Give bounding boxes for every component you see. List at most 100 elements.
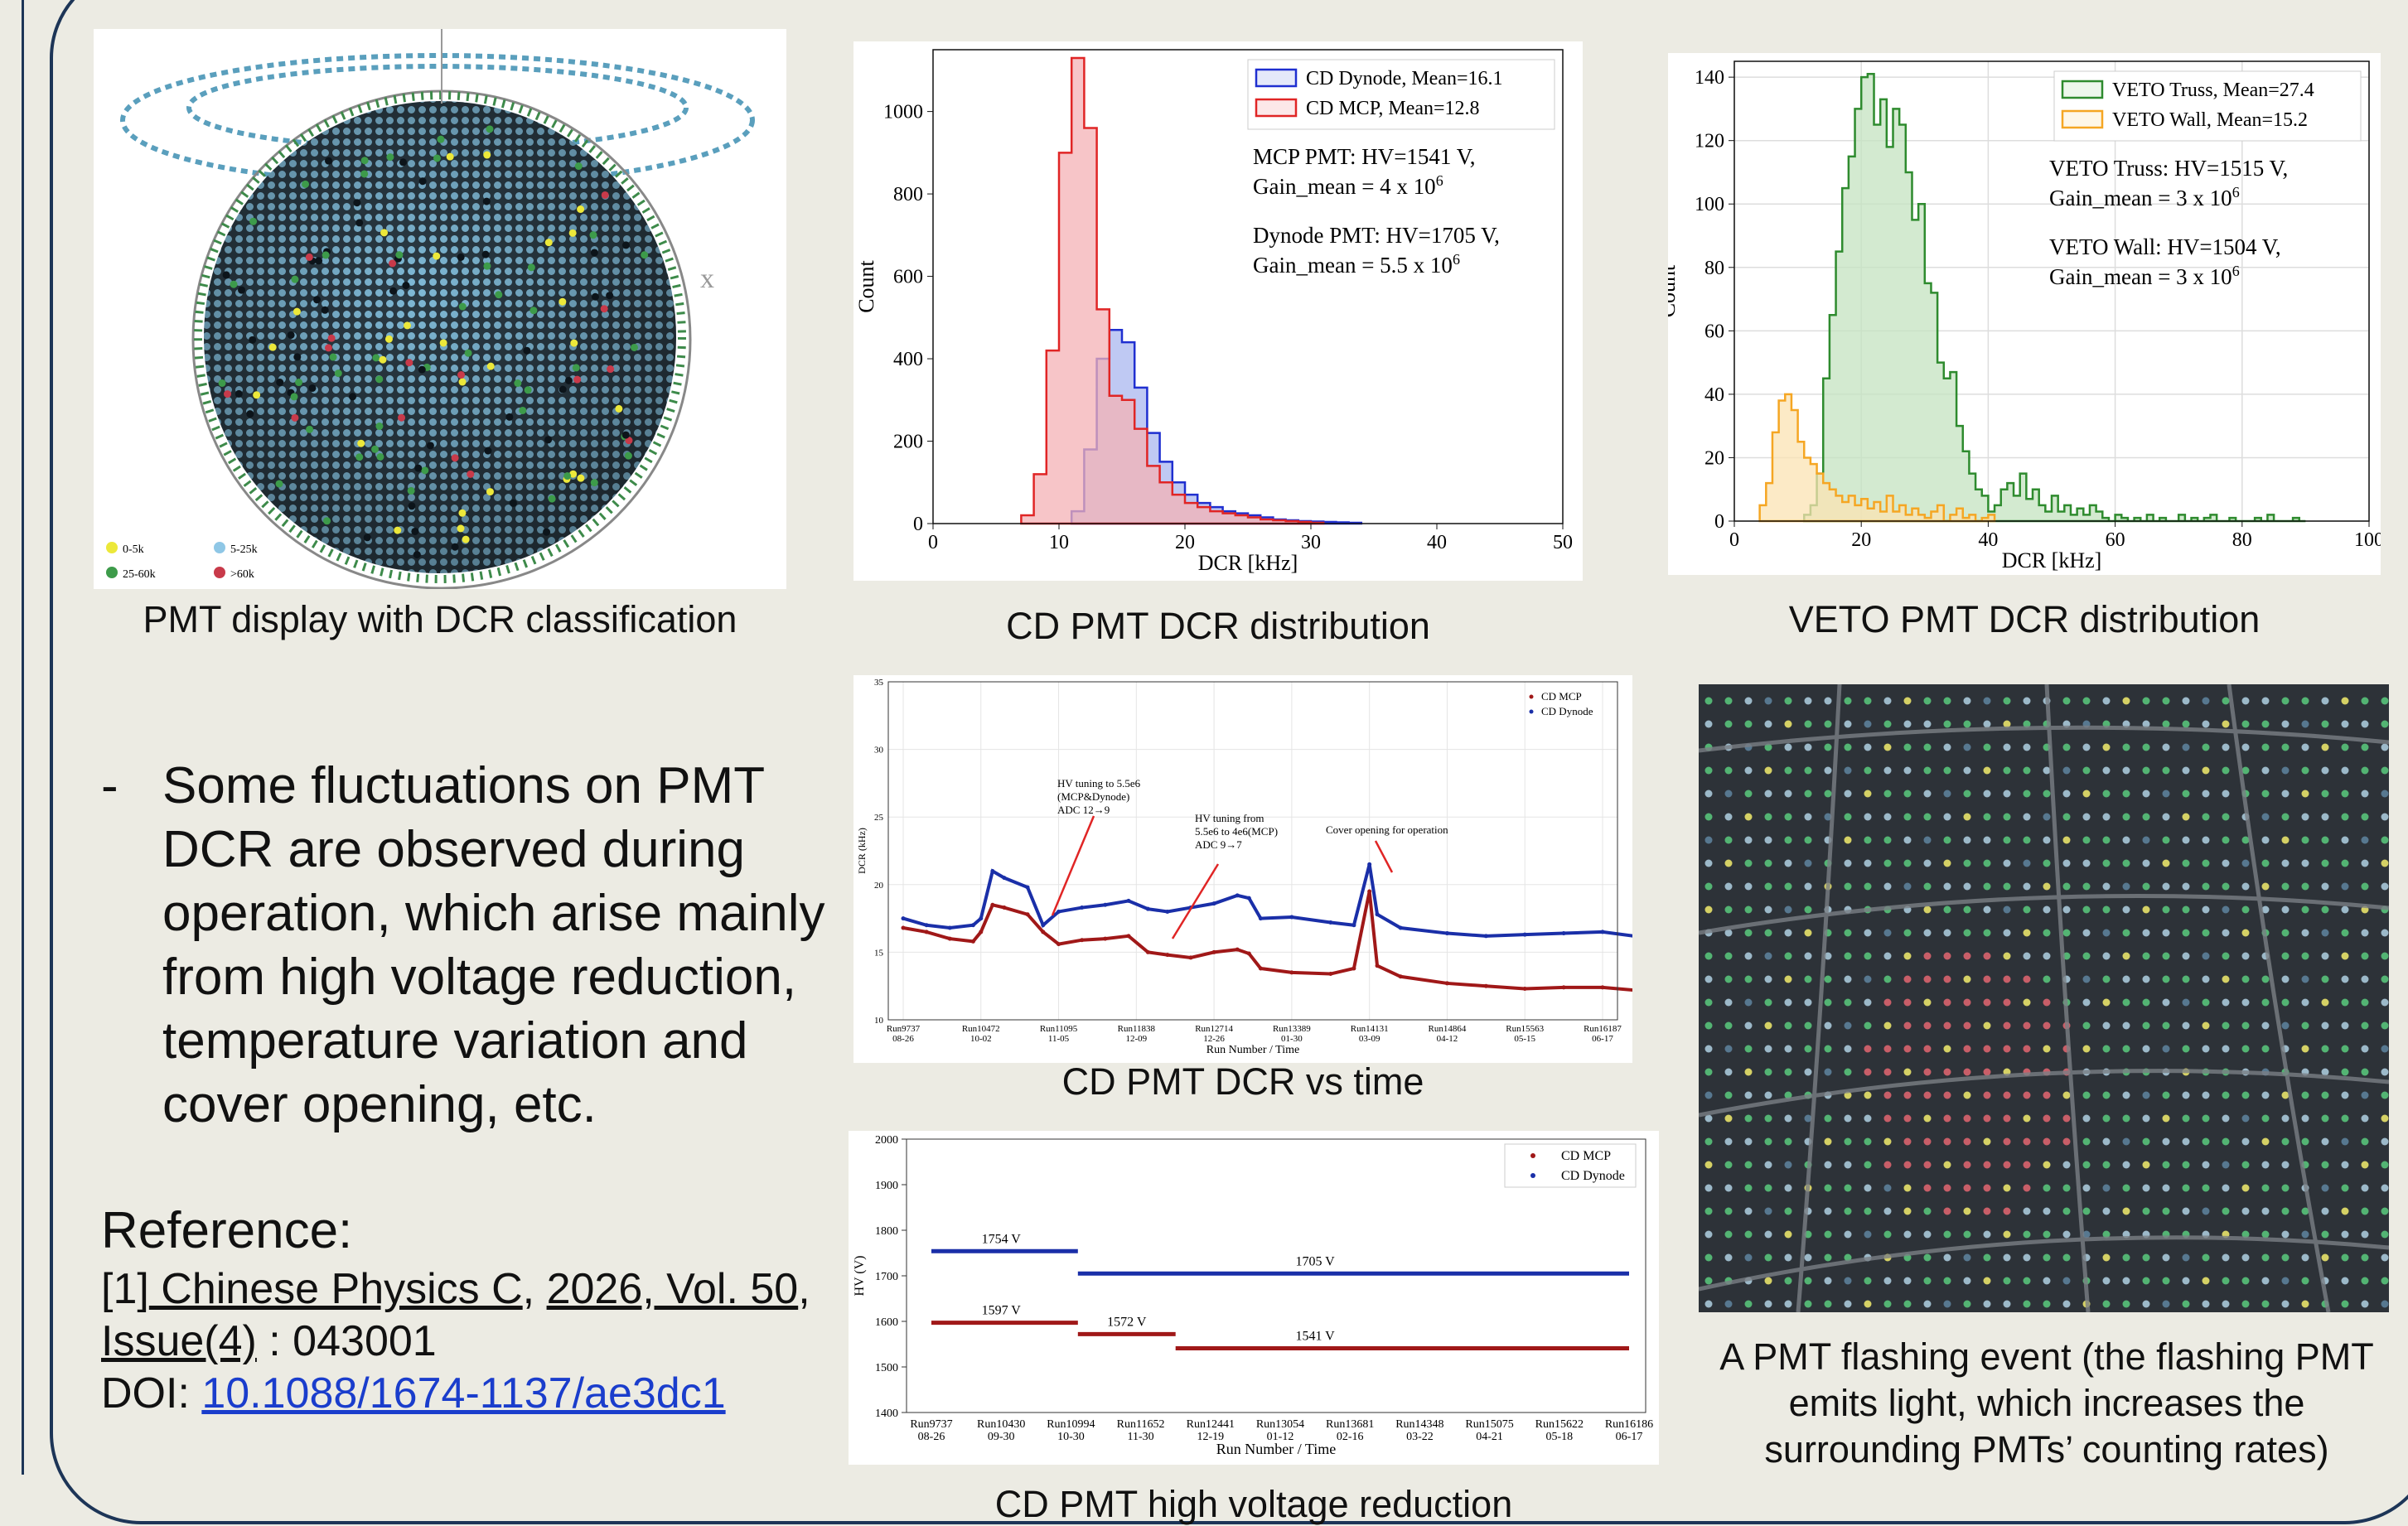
pmt-dot — [1923, 1114, 1932, 1123]
pmt-dot — [1844, 813, 1852, 821]
pmt-dot — [2023, 836, 2031, 844]
pmt-dot — [2281, 1207, 2290, 1215]
x-axis-label: Run Number / Time — [1206, 1044, 1299, 1056]
reference-volume[interactable]: 2026, Vol. 50 — [546, 1265, 799, 1313]
pmt-dot — [2361, 1184, 2369, 1192]
pmt-dot — [1923, 929, 1932, 937]
pmt-dot — [293, 307, 301, 316]
pmt-dot — [1824, 1021, 1832, 1030]
pmt-dot — [2361, 1068, 2369, 1076]
pmt-dot — [2162, 1300, 2170, 1308]
pmt-dot — [2261, 1021, 2270, 1030]
pmt-dot — [1784, 836, 1792, 844]
pmt-dot — [2241, 1114, 2250, 1123]
reference-sep-1: , — [522, 1265, 547, 1313]
pmt-dot — [1943, 929, 1951, 937]
pmt-dot — [2321, 813, 2329, 821]
pmt-dot — [2381, 766, 2389, 775]
pmt-dot — [1864, 836, 1872, 844]
pmt-dot — [1764, 1230, 1772, 1239]
legend-swatch-0 — [106, 542, 118, 553]
legend-swatch-1 — [214, 542, 225, 553]
reference-journal[interactable]: Chinese Physics C — [148, 1265, 523, 1313]
annotation-arrow — [1374, 840, 1394, 873]
pmt-dot — [1983, 1253, 1991, 1262]
pmt-dot — [1983, 929, 1991, 937]
pmt-dot — [1983, 813, 1991, 821]
pmt-dot — [2202, 720, 2210, 728]
pmt-dot — [2142, 1021, 2150, 1030]
pmt-dot — [2142, 1207, 2150, 1215]
pmt-dot — [1923, 836, 1932, 844]
pmt-dot — [2261, 697, 2270, 705]
x-tick-label: 12-19 — [1197, 1431, 1224, 1443]
reference-issue[interactable]: Issue(4) — [101, 1317, 257, 1365]
pmt-dot — [218, 379, 226, 387]
pmt-dot — [2082, 790, 2091, 798]
pmt-dot — [1804, 952, 1812, 960]
x-tick-label: 09-30 — [988, 1431, 1015, 1443]
pmt-dot — [353, 199, 361, 207]
dcr-point — [1375, 912, 1380, 917]
annotation-line: VETO Truss: HV=1515 V, — [2049, 156, 2288, 181]
pmt-dot — [2301, 1021, 2309, 1030]
pmt-dot — [2281, 1300, 2290, 1308]
pmt-dot — [1943, 998, 1951, 1007]
doi-label: DOI: — [101, 1369, 202, 1417]
pmt-dot — [1883, 766, 1892, 775]
pmt-dot — [1943, 790, 1951, 798]
pmt-dot — [2142, 1253, 2150, 1262]
annotation-arrow — [1171, 863, 1220, 939]
pmt-dot — [2082, 813, 2091, 821]
pmt-dot — [2281, 766, 2290, 775]
pmt-dot — [2122, 1114, 2130, 1123]
pmt-dot — [2281, 1161, 2290, 1169]
y-tick-label: 0 — [1714, 511, 1724, 533]
pmt-dot — [2222, 766, 2230, 775]
pmt-dot — [1903, 697, 1912, 705]
pmt-dot — [1704, 998, 1713, 1007]
pmt-dot — [486, 362, 495, 370]
pmt-dot — [2202, 1253, 2210, 1262]
x-tick-label: Run15622 — [1535, 1418, 1584, 1431]
pmt-dot — [1903, 790, 1912, 798]
pmt-dot — [2321, 952, 2329, 960]
x-tick-label: Run14131 — [1351, 1024, 1389, 1034]
annotation-arrow — [1051, 815, 1095, 916]
pmt-dot — [2321, 1207, 2329, 1215]
pmt-dot — [2301, 975, 2309, 983]
x-tick-label: Run10994 — [1047, 1418, 1095, 1431]
pmt-dot — [1844, 790, 1852, 798]
pmt-dot — [1744, 952, 1753, 960]
pmt-dot — [2023, 1184, 2031, 1192]
pmt-dot — [1744, 1045, 1753, 1053]
pmt-dot — [2202, 975, 2210, 983]
pmt-dot — [2341, 905, 2349, 914]
pmt-dot — [360, 157, 369, 165]
pmt-dot — [1764, 1277, 1772, 1285]
pmt-dot — [1903, 720, 1912, 728]
pmt-dot — [2162, 1137, 2170, 1146]
pmt-dot — [1983, 1230, 1991, 1239]
pmt-dot — [2182, 1300, 2190, 1308]
pmt-dot — [325, 157, 333, 165]
pmt-dot — [1983, 836, 1991, 844]
pmt-dot — [2301, 952, 2309, 960]
pmt-dot — [2003, 743, 2011, 751]
doi-link[interactable]: 10.1088/1674-1137/ae3dc1 — [201, 1369, 726, 1417]
pmt-dot — [2122, 1091, 2130, 1099]
pmt-dot — [2122, 1137, 2130, 1146]
pmt-dot — [509, 499, 517, 507]
pmt-dot — [306, 425, 314, 433]
pmt-dot — [1943, 1045, 1951, 1053]
histogram-series-1 — [1758, 393, 1996, 523]
pmt-dot — [1943, 766, 1951, 775]
left-border — [0, 0, 24, 1475]
pmt-dot — [2222, 813, 2230, 821]
pmt-dot — [2261, 766, 2270, 775]
pmt-dot — [2142, 1184, 2150, 1192]
pmt-dot — [2222, 975, 2230, 983]
dcr-point — [1600, 930, 1605, 934]
x-tick-label: 02-16 — [1337, 1431, 1364, 1443]
pmt-dot — [1764, 836, 1772, 844]
